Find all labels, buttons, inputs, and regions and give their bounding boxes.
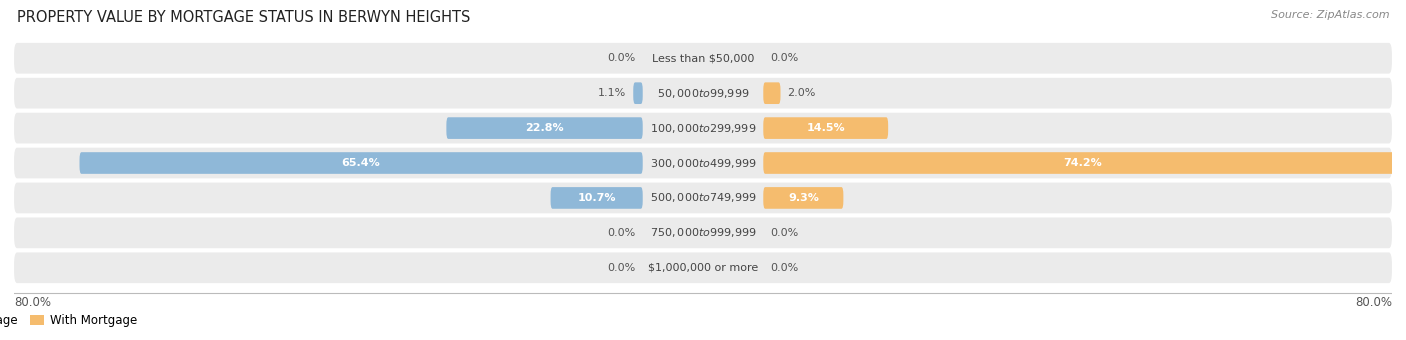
Text: 9.3%: 9.3% (787, 193, 818, 203)
FancyBboxPatch shape (14, 113, 1392, 143)
Text: $750,000 to $999,999: $750,000 to $999,999 (650, 226, 756, 239)
Text: 0.0%: 0.0% (607, 53, 636, 63)
Text: 0.0%: 0.0% (607, 228, 636, 238)
FancyBboxPatch shape (763, 82, 780, 104)
FancyBboxPatch shape (14, 252, 1392, 283)
FancyBboxPatch shape (14, 218, 1392, 248)
FancyBboxPatch shape (14, 148, 1392, 178)
Text: 0.0%: 0.0% (770, 263, 799, 273)
Text: $50,000 to $99,999: $50,000 to $99,999 (657, 87, 749, 100)
Text: $500,000 to $749,999: $500,000 to $749,999 (650, 191, 756, 204)
Text: 0.0%: 0.0% (770, 228, 799, 238)
Text: PROPERTY VALUE BY MORTGAGE STATUS IN BERWYN HEIGHTS: PROPERTY VALUE BY MORTGAGE STATUS IN BER… (17, 10, 470, 25)
FancyBboxPatch shape (763, 187, 844, 209)
FancyBboxPatch shape (80, 152, 643, 174)
Text: 10.7%: 10.7% (578, 193, 616, 203)
Text: 80.0%: 80.0% (1355, 296, 1392, 309)
Text: 0.0%: 0.0% (770, 53, 799, 63)
Text: 0.0%: 0.0% (607, 263, 636, 273)
Text: 65.4%: 65.4% (342, 158, 381, 168)
Text: $1,000,000 or more: $1,000,000 or more (648, 263, 758, 273)
FancyBboxPatch shape (633, 82, 643, 104)
FancyBboxPatch shape (763, 117, 889, 139)
Text: 2.0%: 2.0% (787, 88, 815, 98)
Text: Source: ZipAtlas.com: Source: ZipAtlas.com (1271, 10, 1389, 20)
Text: 80.0%: 80.0% (14, 296, 51, 309)
FancyBboxPatch shape (14, 43, 1392, 74)
Text: 14.5%: 14.5% (807, 123, 845, 133)
Text: Less than $50,000: Less than $50,000 (652, 53, 754, 63)
FancyBboxPatch shape (551, 187, 643, 209)
Text: 74.2%: 74.2% (1063, 158, 1102, 168)
Legend: Without Mortgage, With Mortgage: Without Mortgage, With Mortgage (0, 310, 142, 332)
FancyBboxPatch shape (763, 152, 1402, 174)
Text: 1.1%: 1.1% (598, 88, 626, 98)
Text: $100,000 to $299,999: $100,000 to $299,999 (650, 122, 756, 135)
FancyBboxPatch shape (446, 117, 643, 139)
FancyBboxPatch shape (14, 78, 1392, 108)
FancyBboxPatch shape (14, 183, 1392, 213)
Text: 22.8%: 22.8% (526, 123, 564, 133)
Text: $300,000 to $499,999: $300,000 to $499,999 (650, 156, 756, 170)
